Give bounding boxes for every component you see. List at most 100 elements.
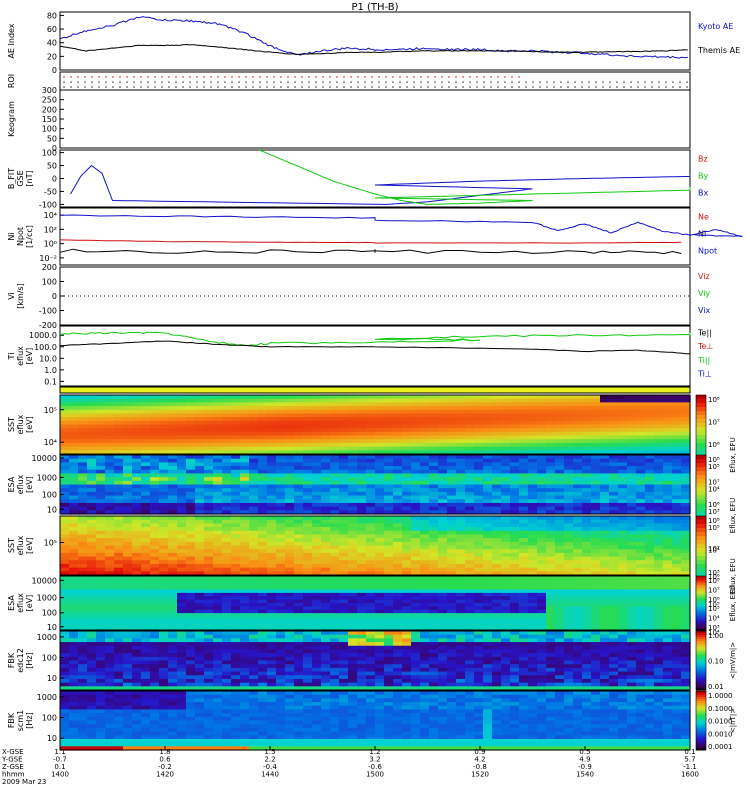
spectrogram-cell	[222, 686, 232, 691]
spectrogram-cell	[105, 586, 115, 591]
spectrogram-cell	[312, 435, 322, 440]
spectrogram-cell	[96, 435, 106, 440]
spectrogram-cell	[105, 656, 115, 662]
spectrogram-cell	[114, 395, 124, 400]
spectrogram-cell	[519, 538, 529, 543]
spectrogram-cell	[528, 510, 538, 515]
spectrogram-cell	[249, 606, 259, 611]
spectrogram-cell	[375, 502, 385, 508]
spectrogram-cell	[456, 502, 466, 508]
spectrogram-cell	[132, 686, 142, 691]
spectrogram-cell	[582, 538, 592, 543]
spectrogram-cell	[420, 596, 430, 601]
spectrogram-cell	[501, 431, 511, 437]
spectrogram-cell	[60, 417, 70, 422]
spectrogram-cell	[312, 576, 322, 580]
spectrogram-cell	[456, 556, 466, 561]
spectrogram-cell	[447, 592, 457, 597]
spectrogram-cell	[456, 538, 466, 543]
spectrogram-cell	[249, 435, 259, 440]
spectrogram-cell	[663, 484, 673, 489]
spectrogram-cell	[411, 455, 421, 460]
spectrogram-cell	[582, 576, 592, 580]
spectrogram-cell	[366, 495, 376, 500]
spectrogram-cell	[429, 609, 439, 614]
spectrogram-cell	[123, 530, 133, 536]
spectrogram-cell	[357, 424, 367, 429]
spectrogram-cell	[195, 435, 205, 440]
spectrogram-cell	[87, 462, 97, 467]
spectrogram-cell	[411, 499, 421, 504]
spectrogram-cell	[222, 649, 232, 654]
spectrogram-cell	[195, 560, 205, 565]
spectrogram-cell	[636, 619, 646, 624]
spectrogram-cell	[465, 563, 475, 569]
spectrogram-cell	[339, 582, 349, 587]
spectrogram-cell	[186, 510, 196, 515]
spectrogram-cell	[168, 576, 178, 580]
spectrogram-cell	[303, 398, 313, 403]
spectrogram-cell	[384, 502, 394, 508]
spectrogram-cell	[141, 484, 151, 489]
spectrogram-cell	[492, 409, 502, 415]
spectrogram-cell	[267, 406, 277, 411]
spectrogram-cell	[681, 576, 691, 580]
spectrogram-cell	[393, 450, 403, 455]
spectrogram-cell	[330, 616, 340, 621]
spectrogram-cell	[654, 491, 664, 497]
spectrogram-cell	[141, 477, 151, 482]
spectrogram-cell	[249, 653, 259, 658]
spectrogram-cell	[258, 439, 268, 444]
spectrogram-cell	[186, 613, 196, 618]
spectrogram-cell	[555, 491, 565, 497]
spectrogram-cell	[213, 435, 223, 440]
spectrogram-cell	[150, 516, 160, 521]
spectrogram-cell	[384, 616, 394, 621]
spectrogram-cell	[312, 579, 322, 584]
spectrogram-cell	[213, 589, 223, 594]
spectrogram-cell	[411, 582, 421, 587]
spectrogram-cell	[564, 477, 574, 482]
spectrogram-cell	[384, 402, 394, 407]
spectrogram-cell	[213, 455, 223, 460]
y-axis-label: Vi	[7, 292, 16, 300]
spectrogram-cell	[510, 477, 520, 482]
spectrogram-cell	[123, 435, 133, 440]
spectrogram-cell	[429, 469, 439, 475]
spectrogram-cell	[375, 609, 385, 614]
spectrogram-cell	[546, 420, 556, 426]
spectrogram-cell	[618, 406, 628, 411]
spectrogram-cell	[96, 406, 106, 411]
spectrogram-cell	[510, 619, 520, 624]
spectrogram-cell	[141, 631, 151, 636]
spectrogram-cell	[240, 649, 250, 654]
spectrogram-cell	[654, 406, 664, 411]
spectrogram-cell	[312, 428, 322, 433]
spectrogram-cell	[636, 466, 646, 471]
spectrogram-cell	[204, 431, 214, 437]
spectrogram-cell	[474, 541, 484, 547]
spectrogram-cell	[582, 435, 592, 440]
spectrogram-cell	[582, 549, 592, 554]
spectrogram-cell	[195, 545, 205, 550]
spectrogram-cell	[141, 473, 151, 478]
spectrogram-cell	[222, 510, 232, 515]
spectrogram-cell	[384, 446, 394, 451]
spectrogram-cell	[645, 439, 655, 444]
spectrogram-cell	[267, 491, 277, 497]
spectrogram-cell	[267, 439, 277, 444]
spectrogram-cell	[294, 495, 304, 500]
y-tick-label: 50	[47, 162, 57, 171]
spectrogram-cell	[645, 477, 655, 482]
spectrogram-cell	[492, 506, 502, 511]
spectrogram-cell	[402, 455, 412, 460]
spectrogram-cell	[213, 462, 223, 467]
spectrogram-cell	[636, 491, 646, 497]
spectrogram-cell	[60, 499, 70, 504]
spectrogram-cell	[537, 582, 547, 587]
spectrogram-cell	[564, 409, 574, 415]
spectrogram-cell	[240, 455, 250, 460]
spectrogram-cell	[555, 538, 565, 543]
spectrogram-cell	[564, 549, 574, 554]
spectrogram-cell	[474, 592, 484, 597]
